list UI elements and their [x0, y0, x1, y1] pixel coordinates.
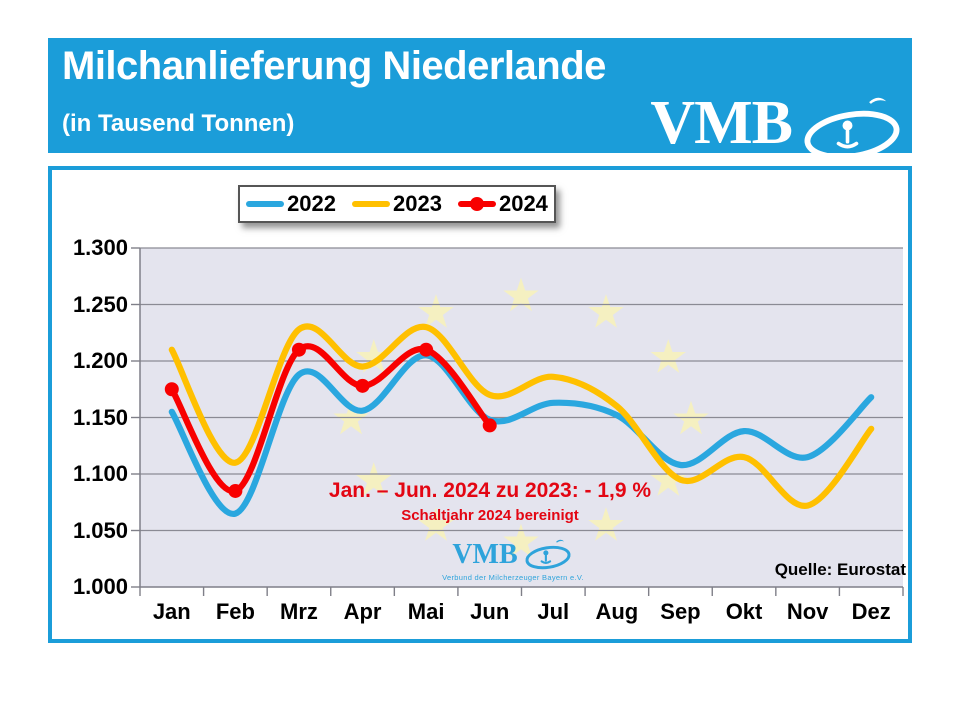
eu-flag-star-icon: ★ [353, 330, 394, 384]
legend-marker-dot-icon [469, 197, 484, 211]
page-subtitle: (in Tausend Tonnen) [62, 110, 295, 137]
vmb-watermark: VMB Verbund der Milcherzeuger Bayern e.V… [418, 538, 608, 582]
eu-flag-star-icon: ★ [415, 498, 456, 552]
series-marker-2024 [228, 483, 243, 498]
chart-legend: 2022 2023 2024 [238, 185, 556, 223]
legend-item-2024: 2024 [457, 191, 548, 217]
series-line-2023 [168, 323, 875, 509]
vmb-watermark-text: VMB [452, 539, 518, 570]
x-tick-label-Okt: Okt [725, 599, 763, 624]
series-marker-2024 [291, 342, 306, 357]
y-tick-label: 1.150 [72, 404, 128, 430]
legend-swatch-icon [457, 197, 496, 211]
annotation-block: Jan. – Jun. 2024 zu 2023: - 1,9 % Schalt… [270, 479, 710, 524]
legend-label: 2023 [393, 191, 442, 216]
series-marker-2024 [419, 342, 434, 357]
y-tick-label: 1.250 [72, 291, 128, 317]
header-bar: Milchanlieferung Niederlande (in Tausend… [48, 38, 912, 160]
series-marker-2024 [482, 418, 497, 433]
y-tick-label: 1.000 [72, 574, 128, 599]
eu-flag-star-icon: ★ [648, 330, 689, 384]
x-tick-label-Jan: Jan [152, 599, 191, 624]
x-tick-label-Sep: Sep [660, 599, 701, 624]
line-chart-plot: ★ ★★★★★★★★★★★ [131, 247, 904, 596]
x-tick-label-Mai: Mai [407, 599, 445, 624]
y-tick-label: 1.300 [72, 235, 128, 260]
x-tick-label-Jul: Jul [537, 599, 570, 624]
legend-label: 2022 [287, 191, 337, 216]
eu-flag-star-icon: ★ [353, 453, 394, 507]
vmb-watermark-swoosh-icon [525, 539, 571, 570]
legend-item-2023: 2023 [352, 191, 442, 217]
vmb-logo: VMB [650, 92, 908, 166]
eu-flag-star-icon: ★ [500, 268, 541, 322]
vmb-watermark-caption: Verbund der Milcherzeuger Bayern e.V. [442, 573, 584, 582]
eu-flag-star-icon: ★ [585, 498, 626, 552]
x-tick-label-Apr: Apr [343, 599, 382, 624]
annotation-sub: Schaltjahr 2024 bereinigt [401, 507, 579, 524]
y-tick-label: 1.200 [72, 348, 128, 373]
y-tick-label: 1.100 [72, 461, 128, 486]
annotation-main: Jan. – Jun. 2024 zu 2023: - 1,9 % [328, 479, 652, 502]
x-tick-label-Nov: Nov [786, 599, 829, 624]
legend-label: 2024 [498, 191, 548, 216]
x-tick-label-Mrz: Mrz [280, 599, 318, 624]
x-tick-label-Feb: Feb [215, 599, 255, 624]
legend-swatch-icon [246, 201, 285, 207]
eu-flag-star-icon: ★ [585, 284, 626, 338]
series-marker-2024 [355, 378, 370, 393]
page-title: Milchanlieferung Niederlande [62, 44, 606, 88]
x-tick-label-Dez: Dez [851, 599, 891, 624]
y-tick-label: 1.050 [72, 517, 128, 543]
x-tick-label-Jun: Jun [470, 599, 510, 624]
legend-item-2022: 2022 [246, 191, 336, 217]
vmb-swoosh-icon [804, 97, 900, 160]
x-tick-label-Aug: Aug [595, 599, 639, 624]
vmb-logo-text: VMB [650, 89, 793, 157]
legend-swatch-icon [352, 201, 391, 207]
source-label: Quelle: Eurostat [774, 560, 906, 579]
eu-flag-star-icon: ★ [500, 514, 541, 568]
series-marker-2024 [164, 382, 179, 397]
